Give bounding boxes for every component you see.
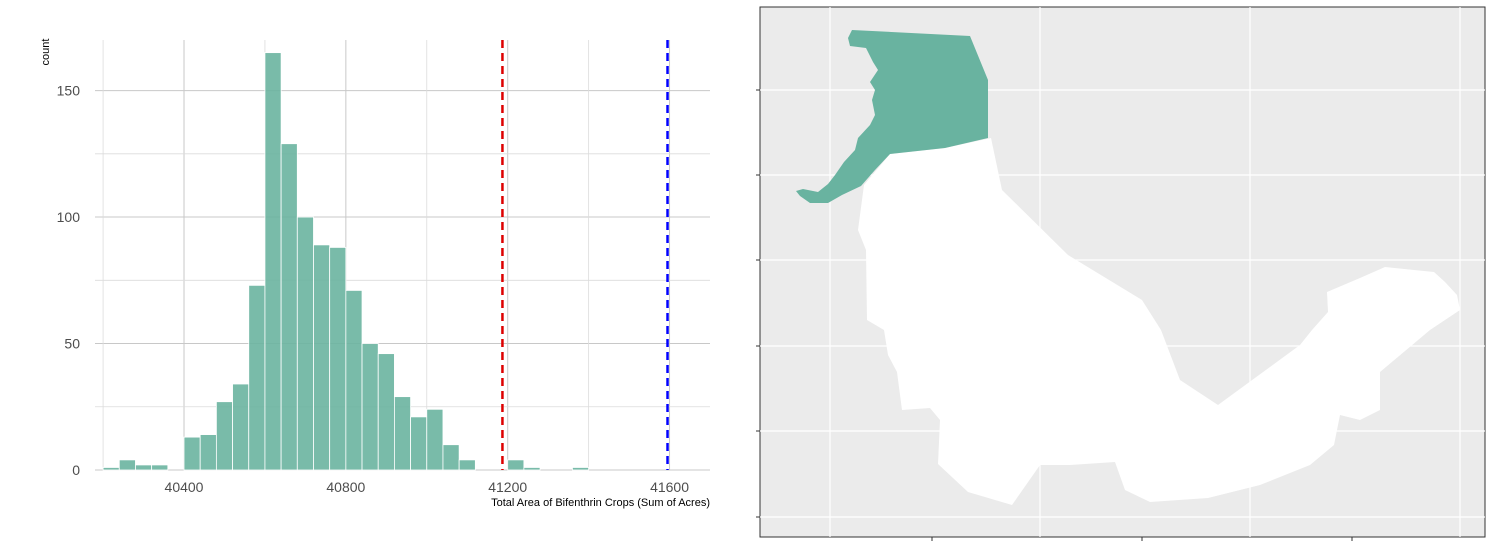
x-axis-title: Total Area of Bifenthrin Crops (Sum of A… [491,497,710,509]
histogram-bar [377,353,395,471]
reference-lines [501,40,669,470]
histogram-bar [458,459,476,471]
map-axis-ticks [756,89,1353,541]
histogram-bar [280,143,298,471]
histogram-bar [232,383,250,471]
histogram-bar [426,408,444,471]
y-tick-label: 150 [57,83,81,99]
y-tick-label: 100 [57,209,81,225]
histogram-bar [361,343,379,471]
histogram-bar [572,467,590,471]
histogram-bar [410,416,428,471]
y-tick-label: 50 [64,336,80,352]
histogram-bar [199,434,217,471]
x-tick-label: 40800 [326,479,365,495]
histogram-bar [296,216,314,471]
histogram-bar [183,436,201,471]
y-axis-title: count [40,39,52,66]
histogram-bar [102,467,120,471]
histogram-bar [215,401,233,471]
tick-labels: 40400 40800 41200 41600 0 50 100 150 [57,83,690,495]
histogram-bar [135,464,153,471]
histogram-bar [151,464,169,471]
histogram-bars [102,52,590,471]
histogram-bar [313,244,331,471]
histogram-chart: 40400 40800 41200 41600 0 50 100 150 count Tota… [40,39,710,509]
histogram-bar [394,396,411,471]
x-tick-label: 41600 [650,479,689,495]
histogram-bar [507,459,525,471]
histogram-bar [264,52,282,471]
histogram-bar [248,284,266,471]
histogram-bar [329,247,347,471]
histogram-bar [345,290,363,471]
histogram-bar [442,444,460,471]
y-tick-label: 0 [72,462,80,478]
histogram-bar [523,467,541,471]
county-region-main [858,138,1460,505]
x-tick-label: 41200 [488,479,527,495]
county-map [756,6,1486,541]
histogram-bar [118,459,136,471]
county-region-highlighted [796,30,988,203]
x-tick-label: 40400 [165,479,204,495]
